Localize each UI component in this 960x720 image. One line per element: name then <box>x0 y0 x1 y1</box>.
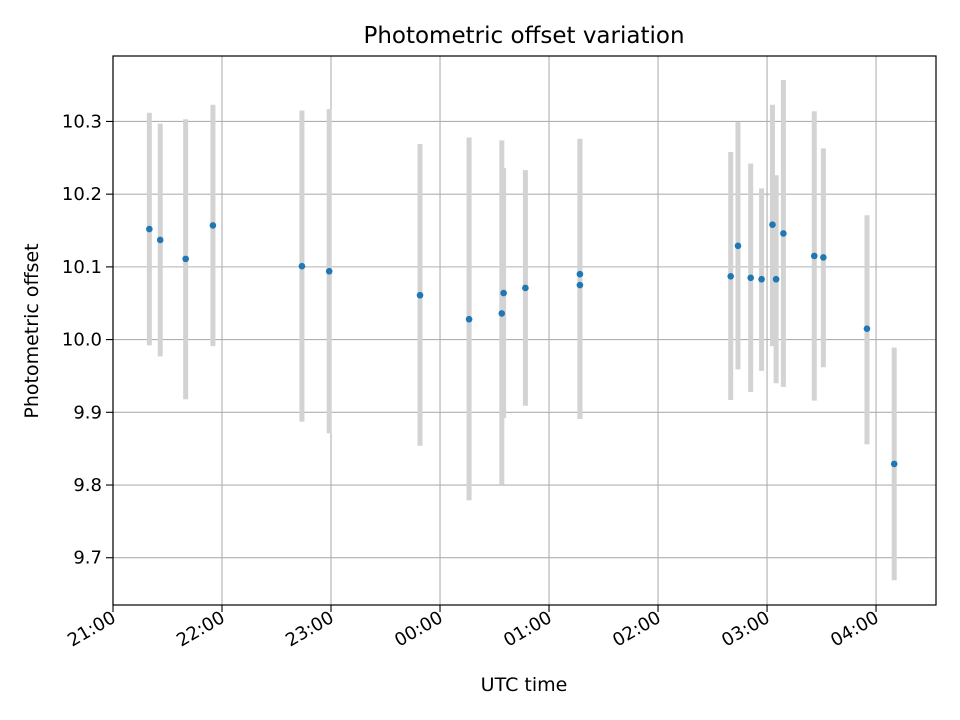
x-axis-label: UTC time <box>481 674 568 696</box>
data-point <box>209 222 217 229</box>
y-tick-label: 9.8 <box>73 475 102 496</box>
data-point <box>146 225 153 233</box>
data-point <box>576 281 584 289</box>
x-tick-label: 02:00 <box>609 607 664 651</box>
data-point <box>500 289 507 297</box>
chart-title: Photometric offset variation <box>363 23 684 49</box>
y-tick-label: 9.9 <box>73 402 102 423</box>
data-point <box>298 262 306 270</box>
data-point <box>734 242 742 250</box>
x-tick-label: 22:00 <box>173 607 228 651</box>
y-tick-label: 10.0 <box>62 330 102 351</box>
data-point <box>810 252 818 260</box>
x-tick-label: 21:00 <box>64 607 119 651</box>
plot-frame <box>112 55 937 606</box>
data-points <box>146 221 898 468</box>
y-tick-label: 10.2 <box>62 184 102 205</box>
data-point <box>182 255 189 263</box>
y-tick-label: 10.3 <box>62 111 102 132</box>
data-point <box>769 221 776 228</box>
data-point <box>747 274 754 282</box>
data-point <box>522 284 529 292</box>
data-point <box>780 230 787 237</box>
x-tick-label: 04:00 <box>827 607 882 651</box>
data-point <box>465 315 473 323</box>
y-tick-label: 10.1 <box>62 257 102 278</box>
y-tick-label: 9.7 <box>73 548 102 569</box>
x-tick-label: 03:00 <box>718 607 773 651</box>
data-point <box>820 254 827 261</box>
data-point <box>156 236 164 244</box>
error-bars <box>146 79 897 581</box>
data-point <box>325 267 333 275</box>
x-tick-label: 00:00 <box>391 607 446 651</box>
data-point <box>758 275 765 283</box>
data-point <box>772 275 780 283</box>
data-point <box>890 460 898 468</box>
x-tick-label: 01:00 <box>500 607 555 651</box>
data-point <box>727 273 735 280</box>
y-axis-label: Photometric offset <box>21 243 43 418</box>
data-point <box>576 270 584 278</box>
x-tick-label: 23:00 <box>282 607 337 651</box>
data-point <box>863 325 871 332</box>
data-point <box>416 291 424 299</box>
data-point <box>498 310 506 317</box>
